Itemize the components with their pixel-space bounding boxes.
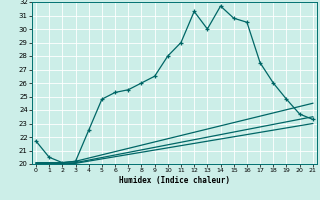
X-axis label: Humidex (Indice chaleur): Humidex (Indice chaleur) bbox=[119, 176, 230, 185]
